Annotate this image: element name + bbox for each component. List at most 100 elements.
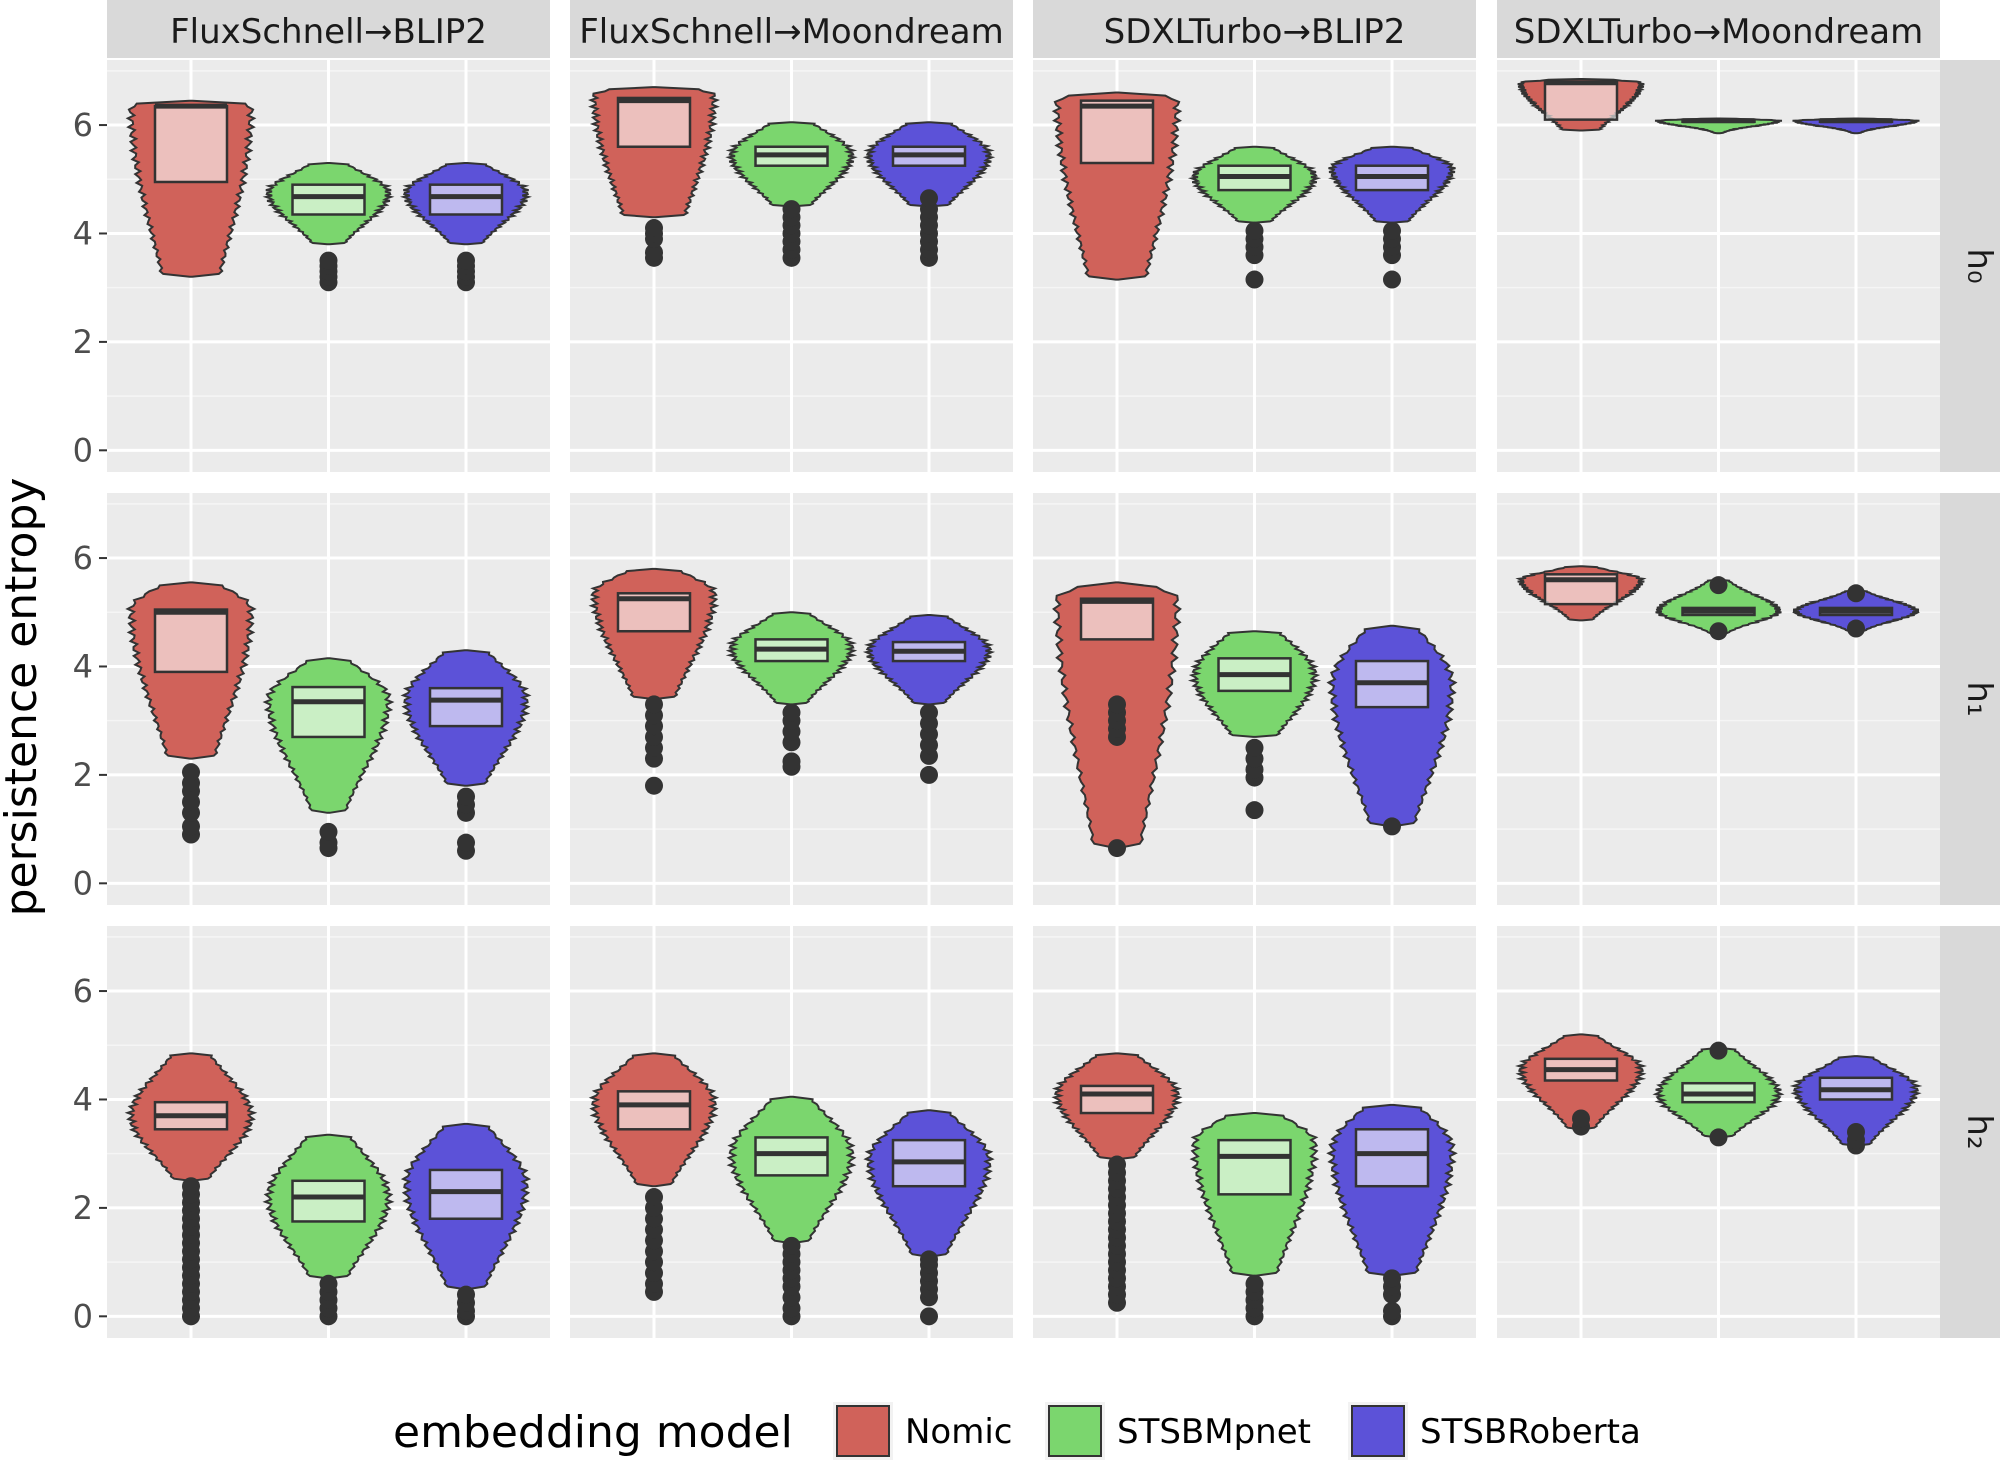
outlier-point: [182, 817, 200, 836]
outlier-point: [920, 703, 938, 722]
violin-group-nomic: [124, 1052, 258, 1326]
legend-item-nomic: Nomic: [833, 1402, 1013, 1460]
legend-item-stsbroberta: STSBRoberta: [1348, 1402, 1641, 1460]
outlier-point: [1245, 801, 1264, 820]
row-strip-background: [1940, 926, 2000, 1338]
violin-group-stsbmpnet: [725, 121, 858, 267]
y-axes: 0 2 4 6 0 2 4 6 0 2 4 6: [73, 106, 107, 1335]
panel-marks-r1-c0: [125, 581, 532, 860]
violin-group-stsbmpnet: [1655, 576, 1782, 641]
legend-swatch: [836, 1405, 890, 1457]
outlier-point: [645, 776, 663, 795]
facet-strips: FluxSchnell→BLIP2 FluxSchnell→Moondream SD…: [107, 0, 2000, 1338]
box: [428, 1168, 504, 1220]
outlier-point: [782, 1236, 801, 1255]
outlier-point: [920, 189, 938, 208]
legend-label: Nomic: [905, 1412, 1013, 1452]
violin-group-nomic: [125, 99, 257, 278]
outlier-point: [1847, 619, 1865, 638]
outlier-point: [782, 200, 801, 219]
legend-swatch: [1048, 1405, 1102, 1457]
row-strip-background: [1940, 60, 2000, 472]
violin-group-stsbroberta: [1791, 584, 1921, 638]
violin-group-stsbmpnet: [1652, 1041, 1785, 1147]
y-tick-label: 2: [73, 323, 93, 361]
violin-group-nomic: [587, 86, 721, 267]
column-strip-background: [107, 0, 550, 58]
column-strip-background: [1033, 0, 1476, 58]
outlier-point: [319, 1274, 338, 1293]
violin-group-stsbmpnet: [262, 657, 395, 858]
box: [1079, 597, 1155, 641]
y-tick-label: 0: [73, 864, 93, 902]
outlier-point: [782, 752, 801, 771]
outlier-point: [1383, 270, 1401, 289]
violin-group-nomic: [588, 567, 720, 795]
outlier-point: [645, 1188, 663, 1207]
violin-group-stsbmpnet: [726, 1095, 857, 1326]
violin-group-nomic: [1051, 91, 1183, 281]
outlier-point: [319, 822, 338, 841]
y-tick-label: 6: [73, 972, 93, 1010]
outlier-point: [1709, 622, 1728, 641]
box: [428, 686, 504, 728]
box: [616, 96, 692, 148]
outlier-point: [182, 1177, 200, 1196]
violin-group-nomic: [1051, 1052, 1183, 1312]
panel-marks-r2-c1: [588, 1052, 995, 1326]
outlier-point: [457, 251, 475, 270]
y-tick-label: 4: [73, 647, 93, 685]
box: [153, 104, 229, 184]
legend-label: STSBMpnet: [1117, 1412, 1311, 1452]
row-strip-label: h₀: [1959, 248, 1999, 283]
column-strip-background: [570, 0, 1013, 58]
box: [291, 685, 366, 739]
outlier-point: [645, 695, 663, 714]
legend-title: embedding model: [393, 1407, 793, 1458]
violin-group-stsbroberta: [1792, 117, 1920, 135]
column-strip-label: SDXLTurbo→Moondream: [1514, 12, 1924, 52]
outlier-point: [1245, 738, 1264, 757]
outlier-point: [1709, 1128, 1728, 1147]
column-strip-background: [1497, 0, 1940, 58]
outlier-point: [1108, 839, 1126, 858]
outlier-point: [920, 1250, 938, 1269]
box: [1079, 1084, 1155, 1115]
violin-group-stsbmpnet: [1187, 145, 1322, 289]
violin-group-stsbroberta: [400, 162, 532, 292]
legend-swatch: [1351, 1405, 1405, 1457]
outlier-point: [1108, 1155, 1126, 1174]
legend: embedding model Nomic STSBMpnet STSBRobert…: [393, 1402, 1641, 1460]
y-tick-label: 0: [73, 431, 93, 469]
y-tick-label: 2: [73, 756, 93, 794]
box: [153, 608, 229, 674]
outlier-point: [1108, 695, 1126, 714]
outlier-point: [1709, 1041, 1728, 1060]
outlier-point: [645, 219, 663, 238]
violin-group-stsbmpnet: [725, 611, 858, 776]
panel-marks-r1-c1: [588, 567, 996, 795]
outlier-point: [1709, 576, 1728, 595]
outlier-point: [457, 833, 475, 852]
violin-group-stsbroberta: [1326, 624, 1458, 836]
violin-group-stsbmpnet: [262, 162, 395, 292]
panel-marks-r2-c2: [1051, 1052, 1458, 1326]
violin-group-nomic: [125, 581, 257, 844]
box: [1217, 1138, 1292, 1196]
violin-group-stsbroberta: [400, 649, 532, 860]
legend-item-stsbmpnet: STSBMpnet: [1045, 1402, 1311, 1460]
violin-group-stsbroberta: [1789, 1055, 1923, 1155]
y-tick-label: 6: [73, 539, 93, 577]
violin-group-stsbmpnet: [1189, 1112, 1320, 1326]
y-tick-label: 0: [73, 1297, 93, 1335]
box: [291, 183, 366, 216]
panel-r1-c3: [1497, 493, 1940, 905]
violin-group-stsbmpnet: [1654, 117, 1783, 135]
violin-group-stsbroberta: [400, 1122, 532, 1326]
y-tick-label: 6: [73, 106, 93, 144]
box: [1079, 99, 1155, 165]
outlier-point: [1383, 1301, 1401, 1320]
column-strip-label: FluxSchnell→Moondream: [579, 12, 1004, 52]
outlier-point: [1383, 1269, 1401, 1288]
outlier-point: [1572, 1109, 1590, 1128]
